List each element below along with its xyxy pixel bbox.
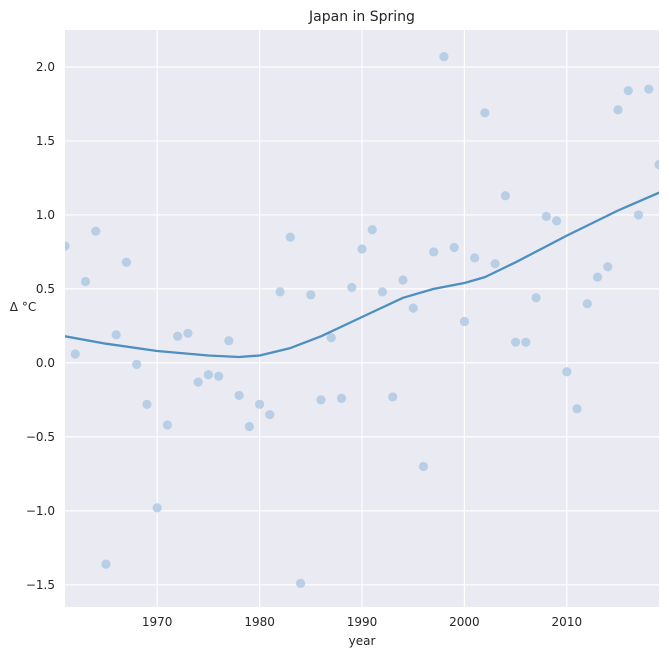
data-point <box>326 333 336 343</box>
x-tick-label: 2010 <box>552 615 583 629</box>
data-point <box>572 404 582 414</box>
data-point <box>603 262 613 272</box>
y-tick-label: 2.0 <box>36 60 55 74</box>
data-point <box>439 52 449 62</box>
data-point <box>275 287 285 297</box>
data-point <box>306 290 316 300</box>
data-point <box>654 160 659 170</box>
data-point <box>429 247 439 257</box>
y-tick-label: 1.0 <box>36 208 55 222</box>
data-point <box>398 275 408 285</box>
data-point <box>541 211 551 222</box>
data-point <box>101 559 111 569</box>
data-point <box>142 399 152 409</box>
data-point <box>152 503 162 513</box>
x-axis-label: year <box>349 634 376 648</box>
data-point <box>633 210 644 220</box>
y-tick-label: 1.5 <box>36 134 55 148</box>
data-point <box>418 461 429 472</box>
data-point <box>562 367 572 377</box>
data-point <box>162 420 173 430</box>
data-point <box>132 359 142 369</box>
data-point <box>336 393 347 403</box>
data-point <box>183 328 193 338</box>
data-point <box>234 390 244 401</box>
data-point <box>244 421 254 432</box>
data-point <box>500 191 510 201</box>
data-point <box>214 371 224 381</box>
trend-line <box>65 191 659 359</box>
data-point <box>408 303 418 313</box>
data-point <box>388 392 398 402</box>
data-point <box>193 377 203 387</box>
data-point <box>490 259 500 269</box>
data-point <box>357 244 367 254</box>
data-point <box>511 337 521 347</box>
trend-line-group <box>65 191 659 359</box>
data-point <box>203 370 213 380</box>
data-point <box>521 337 531 347</box>
data-point <box>582 299 592 309</box>
data-point <box>295 578 306 588</box>
data-point <box>470 253 480 263</box>
data-point <box>173 331 183 341</box>
y-tick-labels: −1.5 −1.0 −0.5 0.0 0.5 1.0 1.5 2.0 <box>26 60 55 592</box>
y-axis-label: Δ °C <box>10 300 36 314</box>
y-tick-label: 0.0 <box>36 356 55 370</box>
data-point <box>285 232 295 242</box>
data-point <box>367 225 377 235</box>
data-point <box>111 330 121 340</box>
data-point <box>65 241 70 251</box>
x-tick-label: 1980 <box>244 615 275 629</box>
data-point <box>459 316 470 327</box>
y-tick-label: −0.5 <box>26 430 55 444</box>
data-point <box>531 293 541 303</box>
data-point <box>551 216 562 226</box>
data-point <box>316 395 326 405</box>
data-point <box>254 399 265 409</box>
data-points <box>65 52 659 588</box>
y-tick-label: −1.0 <box>26 504 55 518</box>
y-tick-label: 0.5 <box>36 282 55 296</box>
data-point <box>644 84 654 94</box>
data-point <box>70 349 80 359</box>
x-tick-label: 1990 <box>347 615 378 629</box>
data-point <box>121 257 132 267</box>
data-point <box>91 226 101 236</box>
x-tick-labels: 1970 1980 1990 2000 2010 <box>142 615 582 629</box>
data-point <box>80 276 91 287</box>
x-tick-label: 1970 <box>142 615 173 629</box>
data-point <box>449 242 459 253</box>
data-point <box>480 108 490 118</box>
gridlines <box>65 30 659 607</box>
chart-title: Japan in Spring <box>308 9 415 25</box>
data-point <box>623 86 633 96</box>
data-point <box>377 287 388 297</box>
data-point <box>613 105 623 115</box>
data-point <box>224 336 234 346</box>
x-tick-label: 2000 <box>449 615 480 629</box>
data-point <box>347 282 357 293</box>
data-point <box>592 272 603 282</box>
data-point <box>265 410 275 420</box>
y-tick-label: −1.5 <box>26 578 55 592</box>
